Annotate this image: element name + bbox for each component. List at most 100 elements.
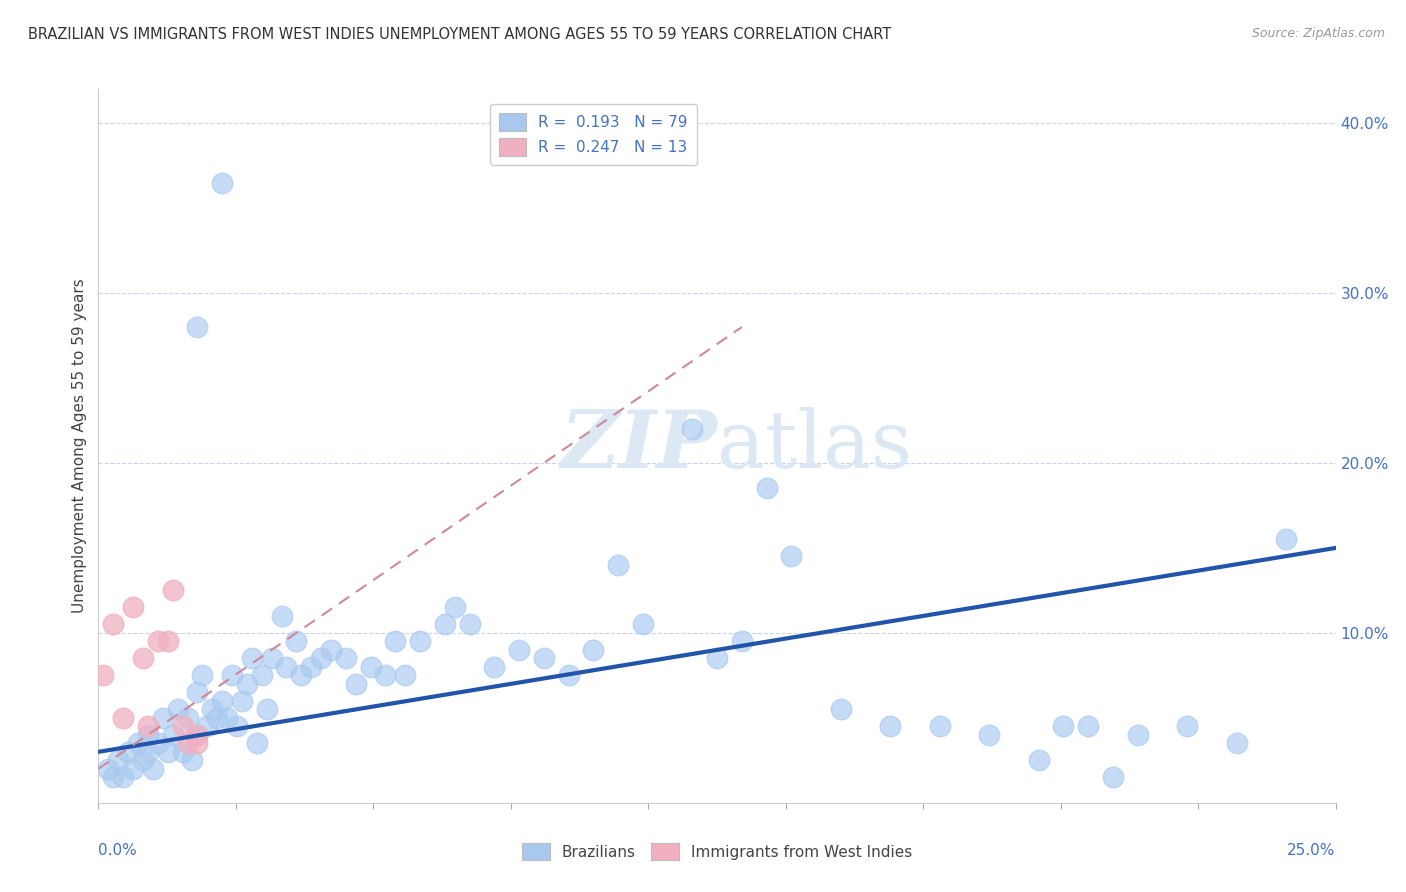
Point [1028,753,1050,767]
Point [607,558,630,572]
Point [681,422,703,436]
Point [731,634,754,648]
Text: 25.0%: 25.0% [1288,843,1336,858]
Point [217,711,239,725]
Point [186,736,208,750]
Point [394,668,416,682]
Point [830,702,852,716]
Point [276,660,298,674]
Point [250,668,273,682]
Point [122,762,145,776]
Point [136,719,159,733]
Point [533,651,555,665]
Point [211,176,233,190]
Point [186,728,208,742]
Point [582,643,605,657]
Point [246,736,269,750]
Point [226,719,249,733]
Point [205,711,228,725]
Point [557,668,579,682]
Point [1102,770,1125,784]
Point [186,685,208,699]
Point [299,660,322,674]
Point [162,728,184,742]
Point [335,651,357,665]
Point [156,745,179,759]
Point [755,482,778,496]
Point [136,745,159,759]
Point [221,668,243,682]
Point [117,745,139,759]
Point [93,668,115,682]
Point [107,753,129,767]
Point [127,736,149,750]
Text: 0.0%: 0.0% [98,843,138,858]
Point [309,651,332,665]
Text: Source: ZipAtlas.com: Source: ZipAtlas.com [1251,27,1385,40]
Point [384,634,406,648]
Point [211,694,233,708]
Point [236,677,259,691]
Point [1226,736,1249,750]
Point [146,634,169,648]
Point [319,643,342,657]
Point [201,702,224,716]
Point [290,668,312,682]
Point [176,711,198,725]
Point [508,643,530,657]
Point [162,583,184,598]
Point [374,668,396,682]
Point [191,668,214,682]
Point [706,651,728,665]
Point [156,634,179,648]
Point [166,702,188,716]
Point [780,549,803,564]
Point [172,745,194,759]
Point [181,753,204,767]
Point [231,694,253,708]
Point [240,651,263,665]
Point [195,719,218,733]
Point [928,719,950,733]
Text: BRAZILIAN VS IMMIGRANTS FROM WEST INDIES UNEMPLOYMENT AMONG AGES 55 TO 59 YEARS : BRAZILIAN VS IMMIGRANTS FROM WEST INDIES… [28,27,891,42]
Point [360,660,382,674]
Text: atlas: atlas [717,407,912,485]
Point [631,617,654,632]
Point [484,660,506,674]
Point [409,634,432,648]
Point [112,770,135,784]
Point [1052,719,1074,733]
Point [433,617,456,632]
Point [1175,719,1198,733]
Point [132,753,155,767]
Point [122,600,145,615]
Point [146,736,169,750]
Point [112,711,135,725]
Point [1275,533,1298,547]
Point [458,617,481,632]
Point [142,762,165,776]
Legend: Brazilians, Immigrants from West Indies: Brazilians, Immigrants from West Indies [516,837,918,866]
Point [103,770,125,784]
Point [443,600,465,615]
Point [1077,719,1099,733]
Text: ZIP: ZIP [560,408,717,484]
Point [879,719,901,733]
Point [285,634,308,648]
Point [132,651,155,665]
Y-axis label: Unemployment Among Ages 55 to 59 years: Unemployment Among Ages 55 to 59 years [72,278,87,614]
Point [1126,728,1149,742]
Point [103,617,125,632]
Point [186,728,208,742]
Point [979,728,1001,742]
Point [176,736,198,750]
Point [256,702,278,716]
Point [270,608,292,623]
Point [136,728,159,742]
Point [186,320,208,334]
Point [344,677,367,691]
Point [260,651,283,665]
Point [172,719,194,733]
Point [152,711,174,725]
Point [97,762,120,776]
